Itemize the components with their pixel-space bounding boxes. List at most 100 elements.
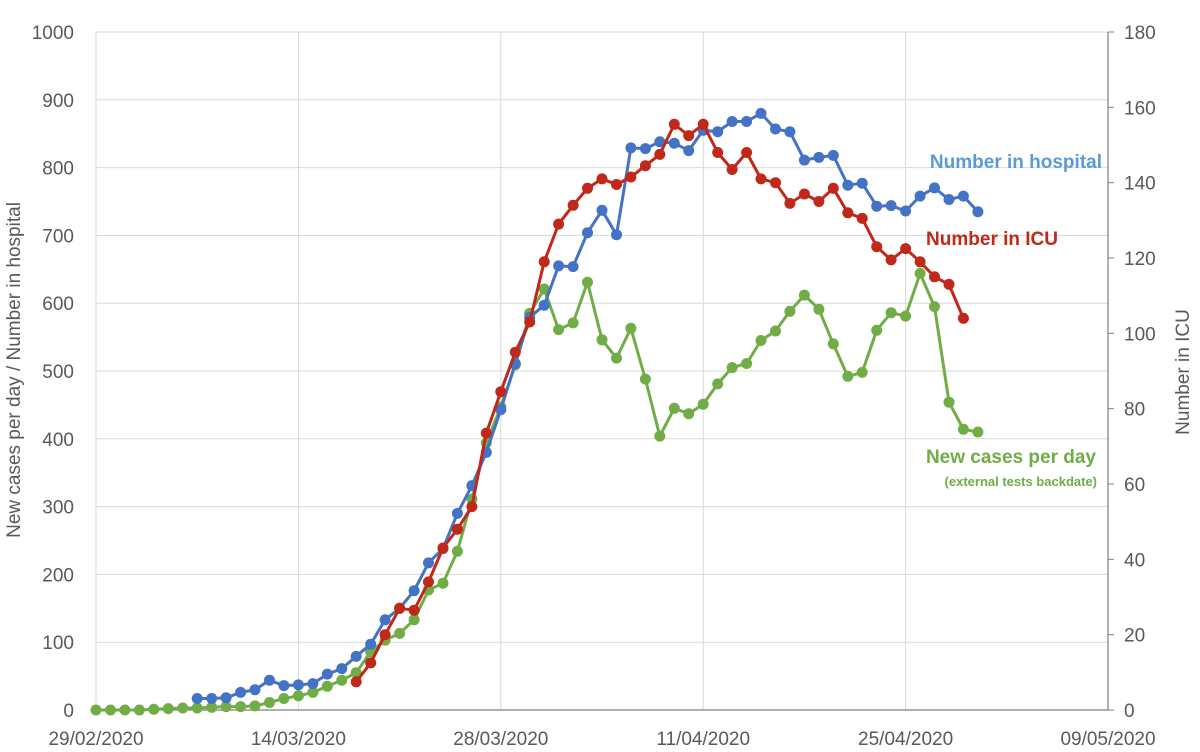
- data-point-icu: [451, 523, 463, 535]
- data-point-icu: [842, 207, 854, 219]
- y-right-tick-label: 120: [1124, 249, 1156, 270]
- data-point-hospital: [191, 693, 203, 704]
- data-point-icu: [813, 196, 825, 207]
- data-point-cases: [264, 697, 275, 708]
- data-point-hospital: [611, 229, 622, 241]
- data-point-hospital: [871, 200, 883, 212]
- data-point-icu: [394, 602, 406, 614]
- data-point-icu: [466, 501, 478, 513]
- data-point-cases: [191, 702, 203, 714]
- data-point-hospital: [423, 557, 434, 569]
- data-point-hospital: [668, 137, 680, 149]
- y-left-tick-label: 200: [42, 565, 74, 586]
- y-left-tick-label: 0: [63, 701, 74, 722]
- series-icu: [350, 118, 969, 688]
- data-point-icu: [365, 657, 377, 669]
- data-point-cases: [900, 310, 912, 322]
- data-point-icu: [755, 173, 767, 185]
- data-point-hospital: [957, 190, 969, 202]
- data-point-icu: [423, 576, 434, 588]
- y-left-tick-label: 400: [42, 430, 74, 451]
- x-tick-label: 11/04/2020: [656, 729, 750, 750]
- data-point-hospital: [596, 204, 608, 216]
- y-axis-right-title: Number in ICU: [1173, 309, 1194, 435]
- data-point-icu: [611, 179, 622, 190]
- data-point-icu: [567, 199, 579, 211]
- data-point-cases: [350, 667, 362, 679]
- y-left-tick-label: 100: [42, 633, 74, 654]
- data-point-cases: [871, 324, 883, 336]
- data-point-icu: [480, 427, 492, 439]
- data-point-cases: [929, 301, 940, 313]
- y-right-tick-label: 0: [1124, 701, 1135, 722]
- data-point-cases: [639, 373, 651, 385]
- data-point-cases: [538, 283, 550, 295]
- y-left-tick-label: 1000: [32, 23, 74, 44]
- data-point-icu: [957, 312, 969, 324]
- data-point-cases: [943, 396, 955, 408]
- y-axis-left-title: New cases per day / Number in hospital: [4, 202, 25, 538]
- data-point-icu: [654, 148, 666, 160]
- data-point-cases: [162, 703, 174, 715]
- data-point-cases: [856, 366, 868, 378]
- data-point-cases: [278, 693, 290, 704]
- data-point-cases: [321, 680, 333, 692]
- series-layer: [90, 107, 984, 716]
- data-point-cases: [972, 426, 984, 438]
- data-point-hospital: [827, 149, 839, 161]
- data-point-cases: [770, 325, 781, 337]
- data-point-icu: [509, 346, 521, 358]
- data-point-icu: [929, 271, 940, 283]
- data-point-hospital: [336, 663, 348, 675]
- data-point-cases: [105, 704, 116, 716]
- data-point-cases: [307, 686, 319, 698]
- data-point-cases: [582, 276, 593, 288]
- data-point-hospital: [582, 227, 593, 239]
- data-point-hospital: [553, 260, 565, 272]
- data-point-cases: [220, 701, 232, 713]
- data-point-hospital: [943, 194, 955, 205]
- y-left-tick-label: 300: [42, 498, 74, 519]
- data-point-cases: [177, 702, 189, 714]
- data-point-cases: [235, 701, 247, 713]
- data-point-hospital: [798, 154, 810, 166]
- y-right-tick-label: 180: [1124, 23, 1156, 44]
- data-point-icu: [871, 241, 883, 253]
- y-left-tick-label: 700: [42, 226, 74, 247]
- data-point-hospital: [451, 507, 463, 519]
- y-right-tick-label: 160: [1124, 98, 1156, 119]
- data-point-icu: [683, 130, 695, 142]
- data-point-icu: [914, 256, 926, 268]
- y-left-tick-label: 900: [42, 91, 74, 112]
- data-point-cases: [957, 423, 969, 435]
- data-point-hospital: [625, 142, 637, 154]
- data-point-cases: [133, 704, 145, 716]
- data-point-cases: [726, 362, 738, 374]
- data-point-hospital: [856, 177, 868, 189]
- data-point-hospital: [249, 684, 261, 696]
- data-point-icu: [582, 182, 593, 194]
- data-point-icu: [798, 188, 810, 200]
- data-point-cases: [668, 402, 680, 414]
- data-point-cases: [611, 352, 622, 364]
- data-point-cases: [827, 338, 839, 350]
- data-point-hospital: [755, 107, 767, 119]
- y-right-tick-label: 40: [1124, 550, 1145, 571]
- data-point-icu: [408, 604, 420, 616]
- x-tick-label: 28/03/2020: [453, 729, 548, 750]
- data-point-icu: [668, 118, 680, 130]
- y-left-tick-label: 800: [42, 159, 74, 180]
- data-point-cases: [408, 614, 420, 626]
- data-point-hospital: [914, 190, 926, 202]
- data-point-hospital: [278, 680, 290, 692]
- data-point-cases: [451, 545, 463, 557]
- data-point-hospital: [784, 126, 796, 138]
- data-point-hospital: [321, 668, 333, 680]
- data-point-icu: [553, 218, 565, 230]
- data-point-icu: [350, 676, 362, 688]
- data-point-hospital: [365, 638, 377, 650]
- data-point-icu: [943, 278, 955, 290]
- series-line-hospital: [197, 111, 979, 700]
- data-point-icu: [770, 177, 781, 189]
